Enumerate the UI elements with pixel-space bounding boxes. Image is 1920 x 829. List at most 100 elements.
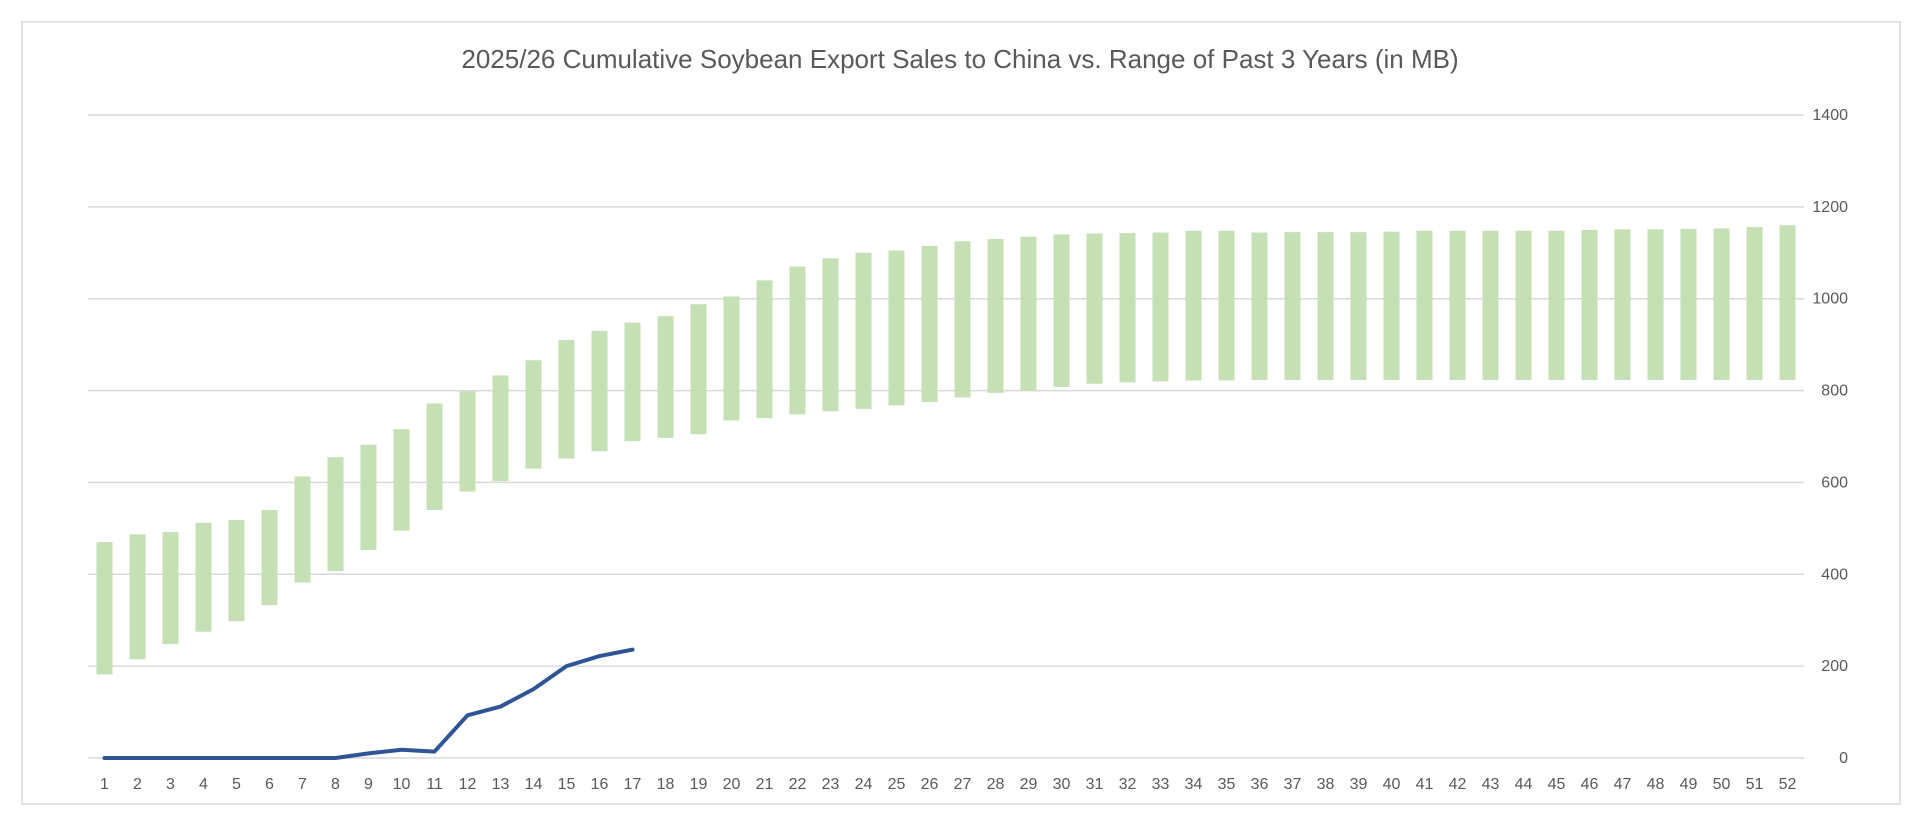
range-bar — [96, 542, 113, 675]
range-bar — [1251, 232, 1268, 381]
range-bar — [1779, 225, 1796, 381]
x-tick-label: 6 — [265, 776, 274, 793]
range-bar — [1317, 232, 1334, 381]
y-tick-label: 200 — [1821, 658, 1848, 675]
y-tick-label: 600 — [1821, 474, 1848, 491]
x-tick-label: 9 — [364, 776, 373, 793]
range-bar — [624, 322, 641, 442]
range-bar — [360, 444, 377, 550]
x-tick-label: 22 — [789, 776, 807, 793]
x-tick-label: 19 — [690, 776, 708, 793]
x-tick-label: 15 — [558, 776, 576, 793]
x-tick-label: 18 — [657, 776, 675, 793]
x-tick-label: 48 — [1647, 776, 1665, 793]
x-tick-label: 36 — [1251, 776, 1269, 793]
y-tick-label: 1000 — [1812, 291, 1848, 308]
range-bar — [1383, 231, 1400, 381]
x-tick-label: 39 — [1350, 776, 1368, 793]
x-tick-label: 43 — [1482, 776, 1500, 793]
range-bar — [1218, 230, 1235, 381]
x-tick-label: 24 — [855, 776, 873, 793]
range-bar — [657, 316, 674, 438]
chart-frame — [21, 21, 1901, 805]
x-tick-label: 30 — [1053, 776, 1071, 793]
range-bar — [1746, 227, 1763, 381]
x-tick-label: 28 — [987, 776, 1005, 793]
range-bar — [1086, 233, 1103, 384]
x-tick-label: 20 — [723, 776, 741, 793]
range-bar — [492, 375, 509, 482]
range-bar — [1350, 232, 1367, 381]
x-tick-label: 35 — [1218, 776, 1236, 793]
range-bar — [459, 391, 476, 492]
x-tick-label: 12 — [459, 776, 477, 793]
x-tick-label: 40 — [1383, 776, 1401, 793]
range-bar — [1284, 232, 1301, 381]
range-bar — [294, 476, 311, 583]
x-tick-label: 5 — [232, 776, 241, 793]
y-tick-label: 800 — [1821, 383, 1848, 400]
x-tick-label: 44 — [1515, 776, 1533, 793]
range-bar — [525, 360, 542, 469]
range-bar — [129, 534, 146, 660]
x-tick-label: 26 — [921, 776, 939, 793]
range-bar — [1053, 234, 1070, 387]
range-bar — [591, 330, 608, 452]
x-tick-label: 27 — [954, 776, 972, 793]
x-tick-label: 37 — [1284, 776, 1302, 793]
range-bar — [987, 239, 1004, 393]
range-bar — [1449, 230, 1466, 381]
x-tick-label: 3 — [166, 776, 175, 793]
y-tick-label: 1400 — [1812, 107, 1848, 124]
range-bar — [558, 340, 575, 459]
x-tick-label: 7 — [298, 776, 307, 793]
range-bar — [1152, 232, 1169, 382]
current-year-line — [102, 647, 635, 760]
x-tick-label: 50 — [1713, 776, 1731, 793]
x-tick-label: 14 — [525, 776, 543, 793]
range-bars — [96, 225, 1796, 675]
x-tick-label: 46 — [1581, 776, 1599, 793]
x-tick-label: 47 — [1614, 776, 1632, 793]
x-tick-label: 25 — [888, 776, 906, 793]
range-bar — [327, 457, 344, 572]
range-bar — [723, 296, 740, 421]
x-axis-ticks: 1 2 3 4 5 6 7 8 9 10 11 12 13 14 15 16 17 18 19 20 21 22 23 24 2… — [100, 776, 1796, 793]
range-bar — [888, 250, 905, 406]
x-tick-label: 10 — [393, 776, 411, 793]
x-tick-label: 49 — [1680, 776, 1698, 793]
y-tick-label: 0 — [1839, 750, 1848, 767]
gridlines — [88, 114, 1804, 759]
range-bar — [1647, 229, 1664, 381]
range-bar — [1020, 236, 1037, 391]
x-tick-label: 17 — [624, 776, 642, 793]
x-tick-label: 11 — [426, 776, 443, 793]
x-tick-label: 41 — [1416, 776, 1434, 793]
range-bar — [1548, 230, 1565, 381]
x-tick-label: 16 — [591, 776, 609, 793]
range-bar — [1185, 230, 1202, 381]
range-bar — [921, 245, 938, 403]
x-tick-label: 32 — [1119, 776, 1137, 793]
range-bar — [855, 252, 872, 409]
x-tick-label: 23 — [822, 776, 840, 793]
x-tick-label: 42 — [1449, 776, 1467, 793]
range-bar — [1416, 230, 1433, 381]
x-tick-label: 45 — [1548, 776, 1566, 793]
x-tick-label: 4 — [199, 776, 208, 793]
range-bar — [162, 532, 179, 645]
range-bar — [1119, 233, 1136, 383]
chart-title: 2025/26 Cumulative Soybean Export Sales … — [461, 44, 1458, 74]
range-bar — [789, 266, 806, 415]
range-bar — [228, 520, 245, 622]
range-bar — [1515, 230, 1532, 381]
x-tick-label: 13 — [492, 776, 510, 793]
x-tick-label: 1 — [100, 776, 109, 793]
y-tick-label: 400 — [1821, 566, 1848, 583]
range-bar — [393, 429, 410, 531]
range-bar — [1482, 230, 1499, 381]
range-bar — [1680, 228, 1697, 381]
range-bar — [1581, 229, 1598, 381]
range-bar — [954, 241, 971, 398]
